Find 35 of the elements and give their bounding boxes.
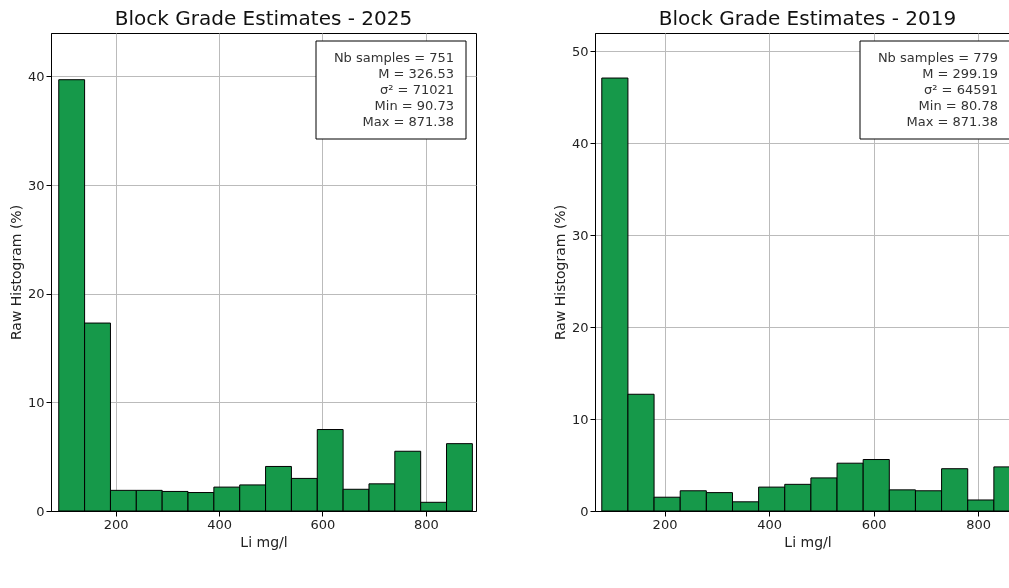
x-tick-label: 600	[861, 516, 887, 532]
x-tick-label: 800	[966, 516, 992, 532]
annotation: Nb samples = 779	[877, 50, 998, 65]
x-tick-label: 800	[413, 516, 439, 532]
y-axis-title: Raw Histogram (%)	[7, 204, 24, 341]
x-tick-label: 400	[207, 516, 232, 532]
y-tick-label: 10	[571, 411, 589, 427]
x-tick-label: 600	[310, 516, 336, 532]
y-tick-label: 40	[571, 135, 589, 151]
x-tick-label: 400	[757, 516, 782, 532]
x-axis-title: Li mg/l	[784, 533, 832, 550]
chart-title: Block Grade Estimates - 2025	[114, 6, 413, 30]
chart-title: Block Grade Estimates - 2019	[658, 6, 957, 30]
annotation: M = 326.53	[378, 66, 454, 81]
annotation: Nb samples = 751	[333, 50, 454, 65]
x-tick-label: 200	[652, 516, 678, 532]
y-tick-label: 30	[27, 177, 45, 193]
annotation: σ² = 71021	[380, 82, 454, 97]
y-tick-label: 20	[27, 286, 45, 302]
y-tick-label: 30	[571, 227, 589, 243]
y-axis-title: Raw Histogram (%)	[551, 204, 568, 341]
x-tick-label: 200	[103, 516, 129, 532]
y-tick-label: 0	[580, 503, 589, 519]
y-tick-label: 40	[27, 68, 45, 84]
y-tick-label: 10	[27, 394, 45, 410]
annotation: Max = 871.38	[362, 114, 454, 129]
y-tick-label: 50	[571, 43, 589, 59]
annotation: Max = 871.38	[906, 114, 998, 129]
annotation: Min = 90.73	[374, 98, 454, 113]
annotation: σ² = 64591	[924, 82, 998, 97]
y-tick-label: 0	[36, 503, 45, 519]
annotation: M = 299.19	[922, 66, 998, 81]
y-tick-label: 20	[571, 319, 589, 335]
x-axis-title: Li mg/l	[240, 533, 288, 550]
annotation: Min = 80.78	[918, 98, 998, 113]
